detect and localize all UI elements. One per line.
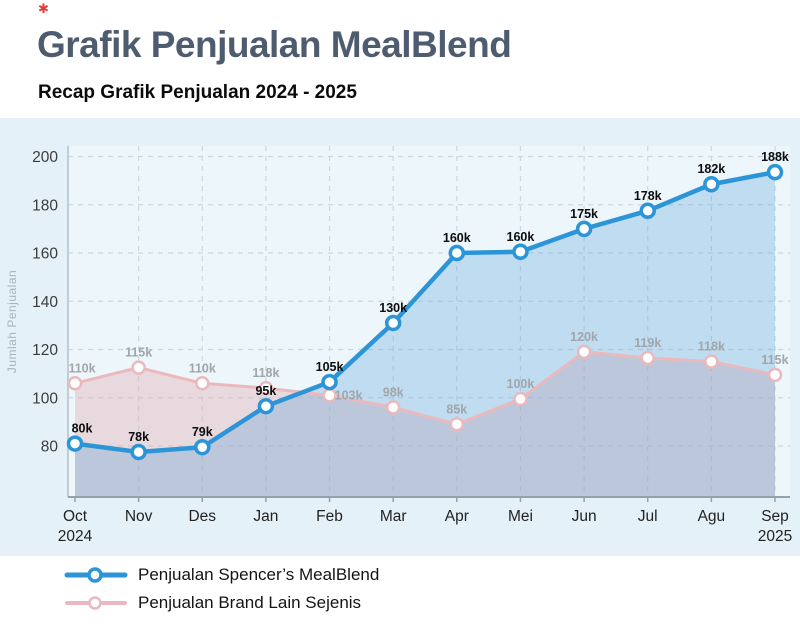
brand-lain-value-label: 118k bbox=[698, 340, 725, 354]
brand-lain-point-Des bbox=[195, 376, 210, 391]
mealblend-point-Apr bbox=[448, 244, 466, 262]
y-axis-label: 140 bbox=[32, 294, 58, 311]
x-axis-year-start: 2024 bbox=[58, 528, 93, 545]
x-axis-label-Mar: Mar bbox=[380, 508, 407, 525]
page-header: ✱ Grafik Penjualan MealBlend Recap Grafi… bbox=[0, 0, 800, 118]
mealblend-point-Des bbox=[194, 438, 211, 456]
y-axis-label: 100 bbox=[32, 390, 58, 407]
mealblend-line bbox=[72, 169, 778, 455]
mealblend-value-label: 79k bbox=[192, 425, 213, 439]
series-area-0 bbox=[75, 172, 775, 497]
mealblend-point-Oct bbox=[66, 435, 84, 452]
legend-line-sample-pink bbox=[65, 596, 127, 610]
y-axis-label: 200 bbox=[32, 149, 58, 166]
x-axis-label-Nov: Nov bbox=[125, 508, 153, 525]
brand-lain-value-label: 119k bbox=[634, 336, 661, 350]
brand-lain-point-Mar bbox=[385, 400, 401, 415]
brand-lain-value-label: 120k bbox=[570, 330, 598, 344]
mealblend-point-Jan bbox=[257, 397, 275, 415]
brand-lain-point-Jan bbox=[258, 380, 274, 396]
legend-line-sample-blue bbox=[64, 567, 128, 583]
brand-lain-value-label: 115k bbox=[125, 346, 152, 360]
x-axis-label-Apr: Apr bbox=[445, 508, 469, 525]
mealblend-value-label: 178k bbox=[634, 189, 662, 203]
brand-lain-line bbox=[73, 350, 777, 426]
y-axis-label: 80 bbox=[41, 439, 59, 456]
brand-lain-point-Jun bbox=[576, 344, 592, 360]
mealblend-value-label: 188k bbox=[761, 150, 789, 164]
x-axis-year-end: 2025 bbox=[758, 528, 792, 545]
mealblend-value-label: 78k bbox=[128, 430, 149, 444]
page-subtitle: Recap Grafik Penjualan 2024 - 2025 bbox=[38, 82, 357, 103]
x-axis-label-Des: Des bbox=[188, 508, 216, 525]
mealblend-point-Sep bbox=[766, 163, 784, 181]
brand-lain-value-label: 115k bbox=[761, 353, 788, 367]
mealblend-value-label: 95k bbox=[255, 384, 276, 398]
brand-lain-value-label: 118k bbox=[252, 366, 279, 380]
legend-item-brand-lain: Penjualan Brand Lain Sejenis bbox=[64, 592, 379, 614]
mealblend-value-label: 105k bbox=[316, 360, 344, 374]
mealblend-point-Nov bbox=[130, 443, 147, 461]
brand-lain-point-Agu bbox=[704, 354, 719, 369]
mealblend-point-Mar bbox=[384, 314, 402, 332]
mealblend-value-label: 160k bbox=[443, 231, 471, 245]
y-axis-title: Jumlah Penjualan bbox=[5, 270, 19, 373]
brand-lain-value-label: 110k bbox=[189, 361, 216, 375]
mealblend-value-label: 160k bbox=[507, 230, 535, 244]
y-axis-label: 160 bbox=[32, 246, 58, 263]
brand-lain-value-label: 110k bbox=[68, 361, 95, 375]
sales-line-chart: 110k 115k 110k 118k 103k 98k 85k 100k 120k 119k 11… bbox=[0, 118, 800, 556]
mealblend-point-Agu bbox=[703, 175, 720, 193]
x-axis-label-Jun: Jun bbox=[572, 508, 597, 525]
y-axis-label: 180 bbox=[32, 197, 58, 214]
brand-mark-icon: ✱ bbox=[38, 1, 49, 16]
brand-lain-point-Oct bbox=[67, 376, 83, 391]
mealblend-point-Jun bbox=[575, 220, 593, 238]
x-axis-label-Mei: Mei bbox=[508, 508, 533, 525]
mealblend-value-label: 80k bbox=[72, 422, 93, 436]
y-axis-label: 120 bbox=[32, 342, 58, 359]
mealblend-point-Feb bbox=[321, 373, 338, 391]
brand-lain-point-Sep bbox=[767, 367, 783, 383]
page-title: Grafik Penjualan MealBlend bbox=[37, 24, 512, 65]
brand-lain-point-Nov bbox=[131, 360, 146, 375]
mealblend-value-label: 175k bbox=[570, 207, 598, 221]
mealblend-point-Jul bbox=[639, 202, 656, 220]
brand-lain-value-label: 103k bbox=[335, 388, 363, 402]
brand-lain-point-Jul bbox=[640, 350, 655, 366]
brand-lain-value-label: 98k bbox=[383, 385, 404, 399]
mealblend-point-Mei bbox=[512, 243, 529, 261]
brand-lain-value-label: 100k bbox=[507, 377, 535, 391]
x-axis-label-Jul: Jul bbox=[638, 508, 658, 525]
mealblend-value-label: 182k bbox=[697, 162, 725, 176]
x-axis-label-Jan: Jan bbox=[253, 508, 278, 525]
mealblend-value-label: 130k bbox=[379, 301, 407, 315]
chart-legend: Penjualan Spencer’s MealBlend Penjualan … bbox=[64, 564, 379, 614]
x-axis-label-Agu: Agu bbox=[698, 508, 726, 525]
legend-item-mealblend: Penjualan Spencer’s MealBlend bbox=[64, 564, 379, 586]
legend-label-brand-lain: Penjualan Brand Lain Sejenis bbox=[138, 593, 362, 612]
x-axis-label-Feb: Feb bbox=[316, 508, 343, 525]
brand-lain-point-Mei bbox=[513, 391, 528, 407]
x-axis-label-Sep: Sep bbox=[761, 508, 789, 525]
chart-canvas: 110k 115k 110k 118k 103k 98k 85k 100k 120k 119k 11… bbox=[5, 146, 792, 545]
brand-lain-point-Apr bbox=[449, 417, 465, 432]
x-axis-label-Oct: Oct bbox=[63, 508, 88, 525]
brand-lain-value-label: 85k bbox=[446, 402, 467, 416]
legend-label-mealblend: Penjualan Spencer’s MealBlend bbox=[138, 565, 380, 584]
